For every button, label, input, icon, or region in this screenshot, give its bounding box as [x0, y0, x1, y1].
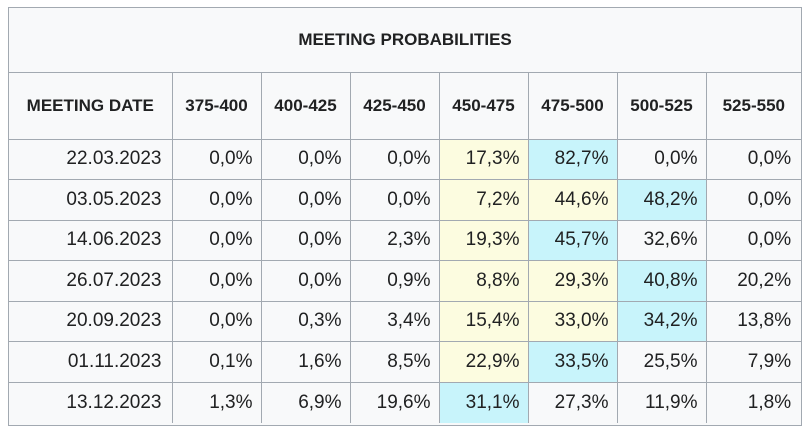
probability-cell: 6,9%	[260, 381, 351, 423]
probability-cell: 7,9%	[705, 341, 802, 383]
probability-cell: 0,1%	[171, 341, 262, 383]
probability-cell: 0,0%	[616, 138, 707, 180]
probability-cell: 11,9%	[616, 381, 707, 423]
table-row: 13.12.2023 1,3% 6,9% 19,6% 31,1% 27,3% 11,9% 1,…	[9, 381, 802, 423]
column-header-range: 375-400	[171, 71, 262, 140]
probability-cell: 1,3%	[171, 381, 262, 423]
probability-cell: 0,0%	[171, 300, 262, 342]
probability-cell: 0,9%	[349, 260, 440, 302]
meeting-date-cell: 14.06.2023	[9, 219, 173, 261]
probability-cell: 27,3%	[527, 381, 618, 423]
probability-cell: 2,3%	[349, 219, 440, 261]
probability-cell: 45,7%	[527, 219, 618, 261]
column-header-range: 450-475	[438, 71, 529, 140]
probability-cell: 31,1%	[438, 381, 529, 423]
probability-cell: 0,3%	[260, 300, 351, 342]
probability-cell: 0,0%	[705, 179, 802, 221]
column-header-row: MEETING DATE 375-400 400-425 425-450 450-475…	[9, 71, 802, 140]
probability-cell: 29,3%	[527, 260, 618, 302]
probability-cell: 19,6%	[349, 381, 440, 423]
table-body: 22.03.2023 0,0% 0,0% 0,0% 17,3% 82,7% 0,0% 0,0%…	[9, 138, 802, 423]
meeting-date-cell: 26.07.2023	[9, 260, 173, 302]
probability-cell: 20,2%	[705, 260, 802, 302]
probability-cell: 48,2%	[616, 179, 707, 221]
column-header-meeting-date: MEETING DATE	[9, 71, 173, 140]
probability-cell: 22,9%	[438, 341, 529, 383]
table-row: 01.11.2023 0,1% 1,6% 8,5% 22,9% 33,5% 25,5% 7,9…	[9, 341, 802, 383]
column-header-range: 400-425	[260, 71, 351, 140]
meeting-date-cell: 20.09.2023	[9, 300, 173, 342]
probability-cell: 25,5%	[616, 341, 707, 383]
table-title: MEETING PROBABILITIES	[9, 8, 802, 73]
probability-cell: 13,8%	[705, 300, 802, 342]
probability-cell: 1,6%	[260, 341, 351, 383]
probability-cell: 1,8%	[705, 381, 802, 423]
column-header-range: 500-525	[616, 71, 707, 140]
probability-cell: 0,0%	[349, 179, 440, 221]
probability-cell: 0,0%	[705, 138, 802, 180]
table-row: 03.05.2023 0,0% 0,0% 0,0% 7,2% 44,6% 48,2% 0,0%	[9, 179, 802, 221]
probability-cell: 7,2%	[438, 179, 529, 221]
probability-cell: 0,0%	[171, 138, 262, 180]
meeting-date-cell: 13.12.2023	[9, 381, 173, 423]
table-row: 22.03.2023 0,0% 0,0% 0,0% 17,3% 82,7% 0,0% 0,0%	[9, 138, 802, 180]
probability-cell: 0,0%	[260, 260, 351, 302]
column-header-range: 425-450	[349, 71, 440, 140]
probability-cell: 0,0%	[260, 219, 351, 261]
probability-cell: 0,0%	[349, 138, 440, 180]
probability-cell: 32,6%	[616, 219, 707, 261]
probability-cell: 19,3%	[438, 219, 529, 261]
probability-cell: 0,0%	[705, 219, 802, 261]
probability-cell: 15,4%	[438, 300, 529, 342]
probability-cell: 82,7%	[527, 138, 618, 180]
table-row: 14.06.2023 0,0% 0,0% 2,3% 19,3% 45,7% 32,6% 0,0…	[9, 219, 802, 261]
probability-cell: 44,6%	[527, 179, 618, 221]
probability-table-panel: MEETING PROBABILITIES MEETING DATE 375-40…	[8, 7, 802, 426]
table-row: 26.07.2023 0,0% 0,0% 0,9% 8,8% 29,3% 40,8% 20,2…	[9, 260, 802, 302]
table-row: 20.09.2023 0,0% 0,3% 3,4% 15,4% 33,0% 34,2% 13,…	[9, 300, 802, 342]
meeting-date-cell: 22.03.2023	[9, 138, 173, 180]
probability-cell: 33,5%	[527, 341, 618, 383]
column-header-range: 475-500	[527, 71, 618, 140]
probability-cell: 0,0%	[260, 138, 351, 180]
probability-cell: 0,0%	[171, 260, 262, 302]
probability-cell: 0,0%	[171, 219, 262, 261]
probability-cell: 34,2%	[616, 300, 707, 342]
meeting-date-cell: 03.05.2023	[9, 179, 173, 221]
meeting-probabilities-table: MEETING PROBABILITIES MEETING DATE 375-40…	[9, 8, 802, 423]
probability-cell: 33,0%	[527, 300, 618, 342]
probability-cell: 40,8%	[616, 260, 707, 302]
probability-cell: 3,4%	[349, 300, 440, 342]
probability-cell: 8,5%	[349, 341, 440, 383]
probability-cell: 0,0%	[260, 179, 351, 221]
probability-cell: 8,8%	[438, 260, 529, 302]
probability-cell: 17,3%	[438, 138, 529, 180]
probability-cell: 0,0%	[171, 179, 262, 221]
meeting-date-cell: 01.11.2023	[9, 341, 173, 383]
column-header-range: 525-550	[705, 71, 802, 140]
